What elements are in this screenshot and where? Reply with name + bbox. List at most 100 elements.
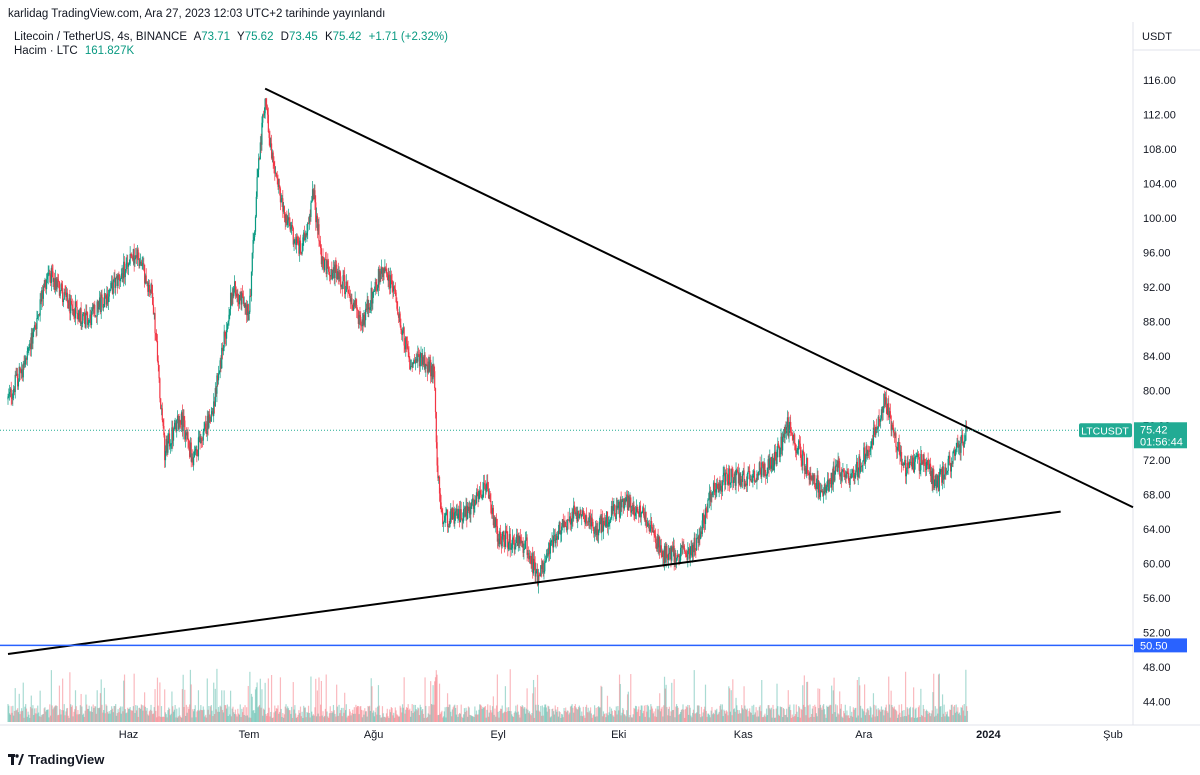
volume-bar bbox=[632, 714, 634, 722]
candle-body bbox=[550, 540, 552, 543]
candle-body bbox=[917, 453, 920, 458]
volume-bar bbox=[463, 714, 465, 722]
volume-bar bbox=[354, 713, 356, 722]
candle-body bbox=[761, 462, 763, 477]
candle-body bbox=[859, 466, 862, 473]
volume-label[interactable]: Hacim · LTC bbox=[14, 45, 78, 57]
volume-bar bbox=[801, 709, 803, 722]
volume-bar bbox=[43, 708, 45, 722]
candle-body bbox=[673, 545, 675, 563]
volume-bar bbox=[352, 713, 355, 722]
candle-body bbox=[704, 508, 707, 525]
volume-bar bbox=[687, 704, 689, 722]
candle-body bbox=[20, 370, 22, 374]
candle-body bbox=[671, 546, 674, 551]
currency-label: USDT bbox=[1142, 31, 1172, 43]
volume-bar bbox=[103, 687, 106, 722]
candle-body bbox=[409, 358, 411, 370]
volume-bar bbox=[876, 709, 878, 722]
y-tick-label: 72.00 bbox=[1143, 455, 1171, 467]
candle-body bbox=[46, 276, 48, 280]
volume-bar bbox=[399, 705, 401, 722]
price-chart[interactable]: USDT44.0048.0052.0056.0060.0064.0068.007… bbox=[0, 22, 1200, 750]
volume-bar bbox=[515, 705, 517, 722]
volume-bar bbox=[338, 704, 340, 722]
volume-bar bbox=[443, 711, 445, 722]
volume-bar bbox=[491, 706, 494, 722]
candle-body bbox=[279, 188, 282, 203]
candle-body bbox=[606, 511, 608, 521]
candle-body bbox=[801, 460, 803, 466]
volume-bar bbox=[681, 709, 683, 722]
volume-bar bbox=[198, 710, 200, 722]
candle-body bbox=[482, 490, 484, 497]
candle-body bbox=[622, 498, 625, 509]
volume-bar bbox=[778, 715, 781, 722]
candle-body bbox=[369, 306, 372, 311]
candle-body bbox=[785, 427, 787, 433]
candle-body bbox=[262, 114, 265, 116]
volume-bar bbox=[19, 714, 21, 722]
candle-body bbox=[21, 369, 24, 378]
volume-bar bbox=[707, 713, 709, 722]
volume-bar bbox=[541, 705, 543, 722]
volume-bar bbox=[318, 677, 320, 722]
candle-body bbox=[827, 479, 830, 491]
volume-bar bbox=[364, 711, 367, 722]
volume-bar bbox=[957, 707, 959, 722]
candle-body bbox=[39, 299, 41, 316]
volume-bar bbox=[302, 717, 304, 722]
candle-body bbox=[635, 506, 637, 513]
candle-body bbox=[539, 575, 541, 577]
candle-body bbox=[86, 312, 89, 325]
volume-bar bbox=[348, 709, 351, 722]
volume-bar bbox=[216, 668, 218, 722]
candle-body bbox=[328, 267, 330, 272]
volume-bar bbox=[235, 714, 237, 722]
volume-bar bbox=[413, 704, 415, 722]
candle-body bbox=[394, 288, 396, 293]
volume-bar bbox=[49, 704, 51, 722]
candle-body bbox=[356, 309, 359, 311]
candle-body bbox=[58, 281, 61, 296]
chart-area[interactable]: USDT 44.00 48.00 52.00 56.00 60.00 64.00 68.00 7… bbox=[0, 22, 1200, 750]
volume-bar bbox=[745, 708, 747, 722]
candle-body bbox=[289, 222, 291, 230]
candle-body bbox=[704, 523, 706, 525]
candle-body bbox=[62, 288, 64, 303]
candle-body bbox=[374, 282, 376, 291]
candle-body bbox=[110, 282, 112, 290]
candle-body bbox=[287, 220, 289, 225]
volume-bar bbox=[146, 708, 148, 722]
candle-body bbox=[245, 304, 247, 308]
volume-bar bbox=[460, 704, 462, 722]
volume-bar bbox=[941, 716, 943, 722]
volume-bar bbox=[139, 709, 142, 722]
volume-bar bbox=[342, 707, 344, 722]
candle-body bbox=[681, 545, 683, 548]
candle-body bbox=[139, 261, 142, 264]
candle-body bbox=[132, 249, 134, 260]
volume-bar bbox=[797, 716, 799, 722]
volume-bar bbox=[615, 706, 617, 722]
candle-body bbox=[884, 393, 886, 405]
candle-body bbox=[231, 293, 233, 306]
candle-body bbox=[339, 272, 341, 277]
symbol-name[interactable]: Litecoin / TetherUS, 4s, BINANCE bbox=[14, 31, 187, 43]
volume-bar bbox=[960, 707, 962, 722]
candle-body bbox=[367, 299, 369, 310]
candle-body bbox=[19, 366, 21, 371]
volume-bar bbox=[858, 676, 860, 722]
volume-bar bbox=[810, 713, 813, 722]
candle-body bbox=[217, 373, 220, 381]
volume-bar bbox=[7, 704, 9, 722]
volume-bar bbox=[730, 690, 732, 722]
volume-bar bbox=[874, 716, 876, 722]
volume-bar bbox=[949, 709, 951, 722]
volume-bar bbox=[937, 713, 939, 722]
candle-body bbox=[610, 505, 613, 519]
volume-bar bbox=[373, 710, 375, 722]
volume-bar bbox=[670, 711, 672, 722]
volume-bar bbox=[164, 689, 166, 722]
volume-bar bbox=[738, 710, 740, 722]
